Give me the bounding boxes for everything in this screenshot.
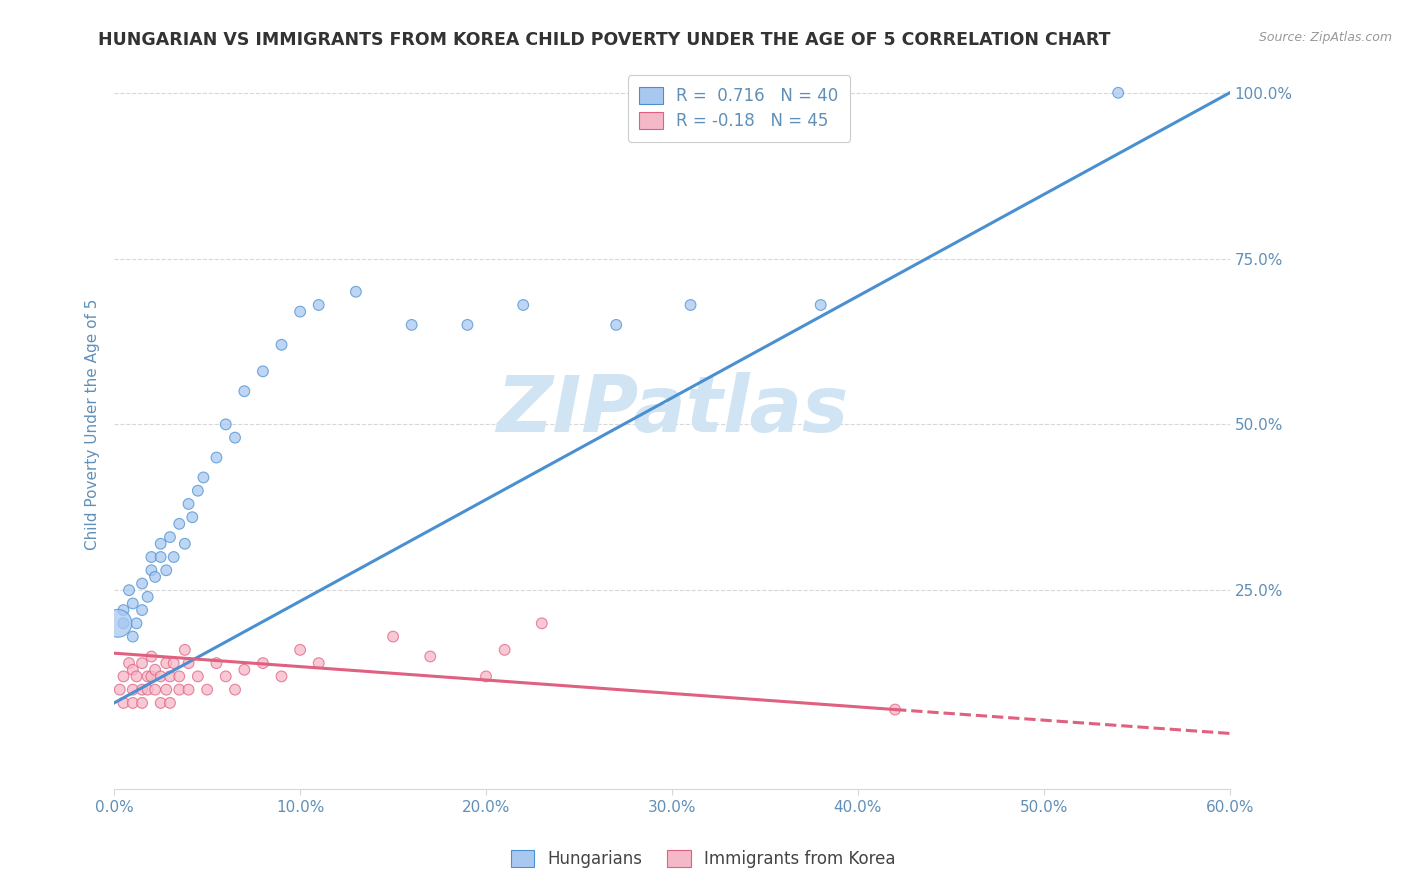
Point <box>252 656 274 670</box>
Point <box>163 656 186 670</box>
Point <box>118 656 141 670</box>
Point <box>215 669 238 683</box>
Point <box>288 304 311 318</box>
Point <box>163 549 186 564</box>
Point <box>233 663 256 677</box>
Point <box>215 417 238 432</box>
Point <box>155 682 177 697</box>
Point <box>112 603 135 617</box>
Point <box>159 696 181 710</box>
Point <box>121 663 143 677</box>
Point <box>143 663 166 677</box>
Point <box>149 549 172 564</box>
Point <box>131 682 153 697</box>
Point <box>112 616 135 631</box>
Point <box>141 549 163 564</box>
Point <box>288 643 311 657</box>
Point <box>344 285 367 299</box>
Point <box>131 603 153 617</box>
Point <box>155 563 177 577</box>
Point <box>141 649 163 664</box>
Point <box>136 590 159 604</box>
Point <box>121 696 143 710</box>
Point <box>401 318 423 332</box>
Point <box>177 497 200 511</box>
Text: HUNGARIAN VS IMMIGRANTS FROM KOREA CHILD POVERTY UNDER THE AGE OF 5 CORRELATION : HUNGARIAN VS IMMIGRANTS FROM KOREA CHILD… <box>98 31 1111 49</box>
Legend: Hungarians, Immigrants from Korea: Hungarians, Immigrants from Korea <box>503 843 903 875</box>
Point <box>530 616 553 631</box>
Point <box>224 431 246 445</box>
Point <box>187 669 209 683</box>
Point <box>149 669 172 683</box>
Point <box>193 470 215 484</box>
Point <box>224 682 246 697</box>
Point <box>494 643 516 657</box>
Text: Source: ZipAtlas.com: Source: ZipAtlas.com <box>1258 31 1392 45</box>
Point <box>167 669 190 683</box>
Point <box>107 616 129 631</box>
Point <box>270 338 292 352</box>
Point <box>112 669 135 683</box>
Legend: R =  0.716   N = 40, R = -0.18   N = 45: R = 0.716 N = 40, R = -0.18 N = 45 <box>627 75 851 142</box>
Point <box>141 669 163 683</box>
Point <box>679 298 702 312</box>
Point <box>512 298 534 312</box>
Point <box>308 656 330 670</box>
Point <box>233 384 256 399</box>
Point <box>252 364 274 378</box>
Point <box>810 298 832 312</box>
Point <box>159 530 181 544</box>
Text: ZIPatlas: ZIPatlas <box>496 372 848 448</box>
Point <box>173 643 195 657</box>
Point <box>131 696 153 710</box>
Point <box>382 630 405 644</box>
Point <box>125 616 148 631</box>
Point <box>121 682 143 697</box>
Point <box>143 570 166 584</box>
Point <box>1107 86 1129 100</box>
Point <box>155 656 177 670</box>
Point <box>205 450 228 465</box>
Point <box>605 318 627 332</box>
Point <box>149 537 172 551</box>
Point <box>121 597 143 611</box>
Point <box>121 630 143 644</box>
Point <box>884 702 907 716</box>
Point <box>159 669 181 683</box>
Point <box>270 669 292 683</box>
Point <box>177 656 200 670</box>
Point <box>112 696 135 710</box>
Point <box>177 682 200 697</box>
Point <box>125 669 148 683</box>
Point <box>141 563 163 577</box>
Point <box>419 649 441 664</box>
Point <box>131 576 153 591</box>
Point <box>136 682 159 697</box>
Point <box>149 696 172 710</box>
Point <box>136 669 159 683</box>
Point <box>167 682 190 697</box>
Point <box>181 510 204 524</box>
Point <box>475 669 498 683</box>
Point <box>308 298 330 312</box>
Point <box>118 583 141 598</box>
Point <box>205 656 228 670</box>
Point <box>108 682 131 697</box>
Point <box>173 537 195 551</box>
Point <box>187 483 209 498</box>
Y-axis label: Child Poverty Under the Age of 5: Child Poverty Under the Age of 5 <box>86 299 100 550</box>
Point <box>456 318 478 332</box>
Point <box>195 682 218 697</box>
Point <box>131 656 153 670</box>
Point <box>143 682 166 697</box>
Point <box>167 516 190 531</box>
